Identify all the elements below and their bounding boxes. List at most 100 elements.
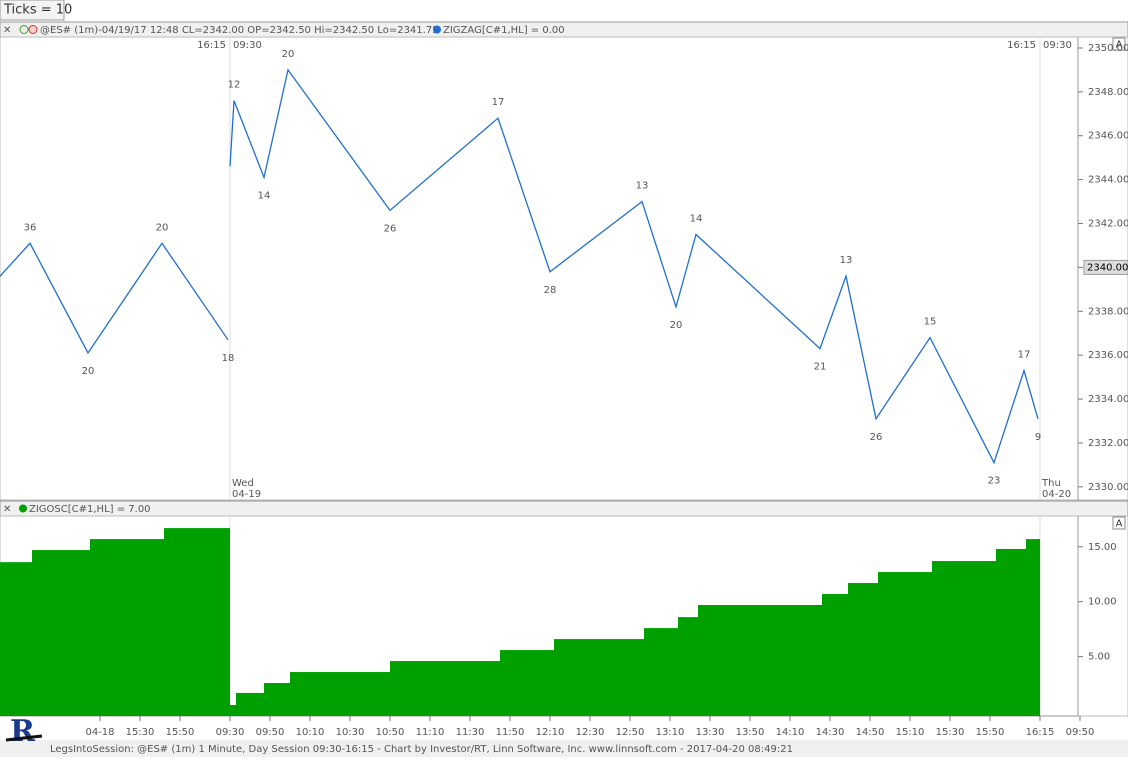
oscillator-step — [848, 583, 878, 716]
logo: R — [5, 714, 43, 749]
x-tick-label: 11:50 — [496, 727, 525, 738]
autoscale-label: A — [1116, 519, 1123, 530]
session-close-label: 16:15 — [197, 40, 226, 51]
swing-label: 12 — [228, 80, 241, 91]
swing-label: 15 — [924, 317, 937, 328]
swing-label: 23 — [988, 476, 1001, 487]
panel-frame — [0, 36, 1128, 501]
ticks-label: Ticks = 10 — [3, 3, 72, 18]
oscillator-step — [290, 672, 390, 716]
y-tick-label: 2334.00 — [1088, 394, 1128, 405]
icon — [433, 25, 441, 34]
x-tick-label: 11:10 — [416, 727, 445, 738]
autoscale-label: A — [1116, 40, 1123, 51]
autoscale-button[interactable] — [1112, 37, 1126, 51]
day-name: Wed — [232, 478, 254, 489]
day-date: 04-19 — [232, 489, 261, 500]
x-tick-label: 15:50 — [166, 727, 195, 738]
status-bar — [0, 740, 1128, 757]
price-tag-label: 2340.00 — [1087, 262, 1128, 273]
y-tick-label: 2336.00 — [1088, 350, 1128, 361]
y-tick-label: 10.00 — [1088, 597, 1117, 608]
x-tick-label: 10:30 — [336, 727, 365, 738]
ticks-box[interactable] — [0, 0, 65, 21]
swing-label: 13 — [636, 181, 649, 192]
oscillator-step — [230, 705, 236, 716]
price-tag — [1083, 259, 1128, 275]
oscillator-step — [878, 572, 932, 716]
x-tick-label: 12:50 — [616, 727, 645, 738]
close-button[interactable]: ✕ — [3, 25, 11, 36]
swing-label: 18 — [222, 353, 235, 364]
oscillator-step — [236, 692, 264, 716]
x-tick-label: 14:30 — [816, 727, 845, 738]
y-tick-label: 5.00 — [1088, 652, 1110, 663]
panel-header — [0, 500, 1128, 517]
y-tick-label: 2330.00 — [1088, 482, 1128, 493]
y-tick-label: 2338.00 — [1088, 306, 1128, 317]
x-tick-label: 15:30 — [126, 727, 155, 738]
x-tick-label: 11:30 — [456, 727, 485, 738]
oscillator-step — [500, 650, 554, 716]
oscillator-step — [678, 617, 698, 716]
x-tick-label: 04-18 — [85, 727, 114, 738]
swing-label: 17 — [1018, 350, 1031, 361]
x-tick-label: 15:50 — [976, 727, 1005, 738]
x-tick-label: 10:10 — [296, 727, 325, 738]
session-open-label: 09:30 — [1043, 40, 1072, 51]
swing-label: 28 — [544, 285, 557, 296]
oscillator-step — [0, 562, 32, 716]
x-tick-label: 09:30 — [216, 727, 245, 738]
oscillator-step — [390, 661, 500, 716]
indicator-info: ZIGOSC[C#1,HL] = 7.00 — [29, 504, 151, 515]
oscillator-step — [90, 539, 164, 716]
x-tick-label: 15:30 — [936, 727, 965, 738]
indicator-info: ZIGZAG[C#1,HL] = 0.00 — [443, 25, 565, 36]
x-tick-label: 12:10 — [536, 727, 565, 738]
x-tick-label: 09:50 — [1066, 727, 1095, 738]
swing-label: 36 — [24, 222, 37, 233]
y-tick-label: 2346.00 — [1088, 131, 1128, 142]
x-tick-label: 15:10 — [896, 727, 925, 738]
oscillator-step — [32, 550, 90, 716]
oscillator-step — [932, 561, 996, 716]
y-tick-label: 2342.00 — [1088, 219, 1128, 230]
oscillator-step — [698, 605, 822, 716]
autoscale-button[interactable] — [1112, 516, 1126, 530]
x-tick-label: 16:15 — [1026, 727, 1055, 738]
icon — [28, 25, 38, 34]
x-tick-label: 10:50 — [376, 727, 405, 738]
swing-label: 9 — [1035, 432, 1041, 443]
y-tick-label: 2344.00 — [1088, 175, 1128, 186]
x-tick-label: 14:50 — [856, 727, 885, 738]
logo-swoosh — [5, 734, 43, 742]
oscillator-step — [164, 528, 230, 716]
swing-label: 20 — [282, 49, 295, 60]
x-tick-label: 13:30 — [696, 727, 725, 738]
oscillator-step — [644, 628, 678, 716]
swing-label: 14 — [258, 190, 271, 201]
icon — [19, 25, 29, 34]
zigzag-line — [229, 68, 1039, 465]
y-tick-label: 2348.00 — [1088, 87, 1128, 98]
swing-label: 20 — [82, 366, 95, 377]
symbol-info: @ES# (1m)-04/19/17 12:48 CL=2342.00 OP=2… — [40, 25, 439, 36]
swing-label: 17 — [492, 97, 505, 108]
swing-label: 14 — [690, 213, 703, 224]
oscillator-step — [264, 683, 290, 716]
oscillator-step — [554, 639, 644, 716]
x-tick-label: 09:50 — [256, 727, 285, 738]
y-tick-label: 2332.00 — [1088, 438, 1128, 449]
session-close-label: 16:15 — [1007, 40, 1036, 51]
x-tick-label: 13:50 — [736, 727, 765, 738]
swing-label: 26 — [384, 223, 397, 234]
day-name: Thu — [1041, 478, 1061, 489]
oscillator-step — [996, 548, 1026, 716]
session-open-label: 09:30 — [233, 40, 262, 51]
x-tick-label: 12:30 — [576, 727, 605, 738]
icon — [19, 504, 27, 513]
swing-label: 20 — [156, 222, 169, 233]
close-button[interactable]: ✕ — [3, 504, 11, 515]
swing-label: 13 — [840, 255, 853, 266]
